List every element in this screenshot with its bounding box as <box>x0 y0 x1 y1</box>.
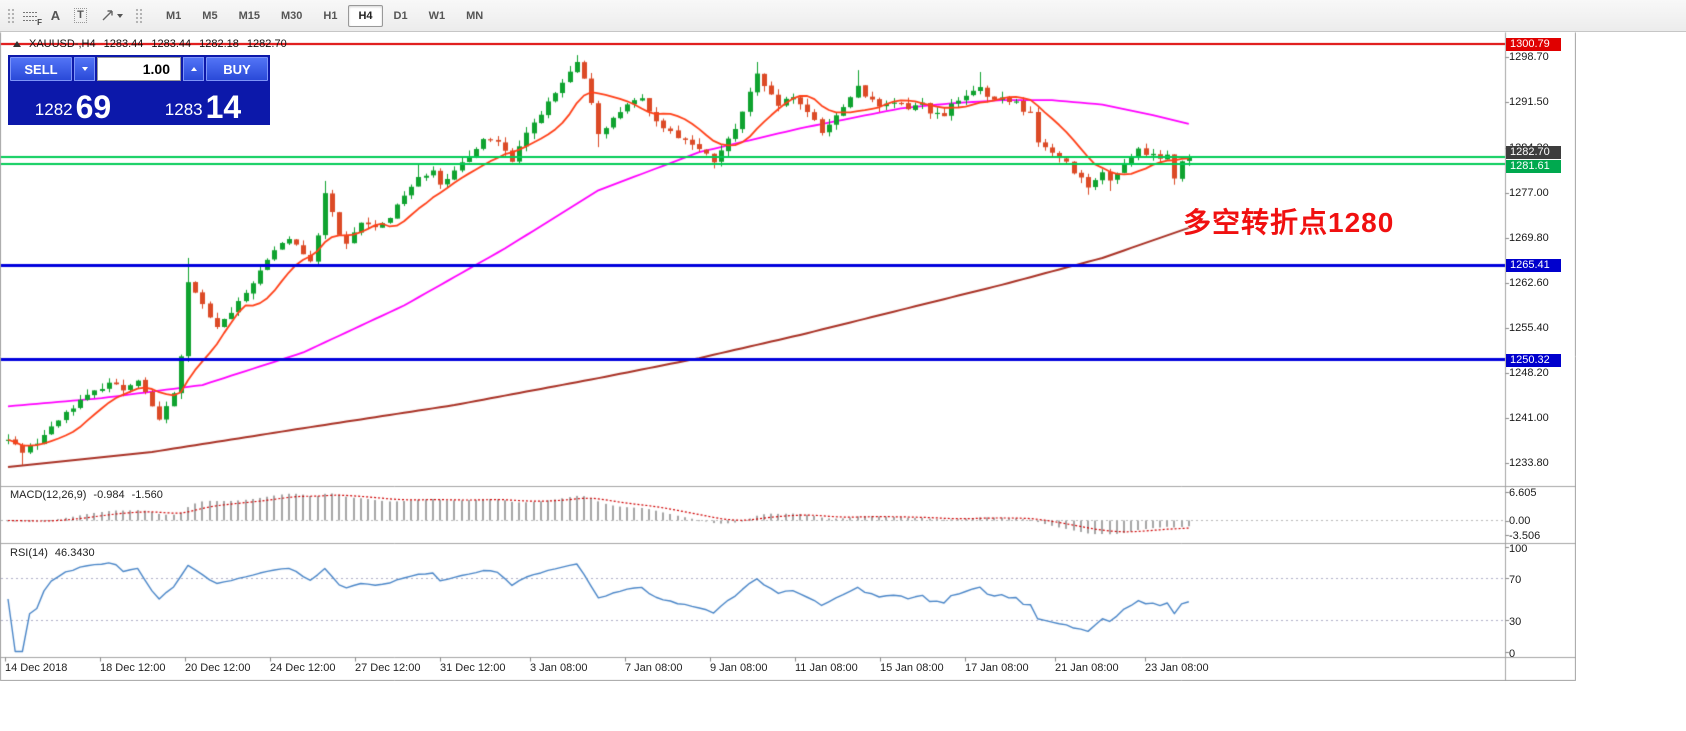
timeframe-toolbar: M1 M5 M15 M30 H1 H4 D1 W1 MN <box>156 4 493 27</box>
text-tool-icon: A <box>50 8 61 23</box>
price-chart-canvas[interactable] <box>0 32 1576 681</box>
timeframe-button-m15[interactable]: M15 <box>229 5 270 27</box>
toolbar-grip-2 <box>135 6 142 25</box>
timeframe-button-mn[interactable]: MN <box>456 5 493 27</box>
arrow-icon <box>102 10 113 21</box>
chevron-down-icon <box>117 13 123 18</box>
timeframe-button-m30[interactable]: M30 <box>271 5 312 27</box>
toolbar-grip <box>7 6 14 25</box>
timeframe-button-m5[interactable]: M5 <box>192 5 227 27</box>
fibonacci-icon: F <box>23 9 42 27</box>
timeframe-button-h1[interactable]: H1 <box>313 5 347 27</box>
timeframe-button-d1[interactable]: D1 <box>384 5 418 27</box>
fibonacci-tool-button[interactable]: F <box>18 4 43 28</box>
text-label-icon: T <box>74 8 87 23</box>
text-tool-button[interactable]: A <box>43 4 68 28</box>
arrows-tool-button[interactable] <box>93 4 131 28</box>
timeframe-button-h4[interactable]: H4 <box>348 4 383 27</box>
timeframe-button-m1[interactable]: M1 <box>156 5 191 27</box>
timeframe-button-w1[interactable]: W1 <box>419 5 456 27</box>
fibonacci-letter: F <box>37 17 42 27</box>
main-toolbar: F A T M1 M5 M15 M30 H1 H4 D1 W1 MN <box>0 0 1686 32</box>
text-label-tool-button[interactable]: T <box>68 4 93 28</box>
